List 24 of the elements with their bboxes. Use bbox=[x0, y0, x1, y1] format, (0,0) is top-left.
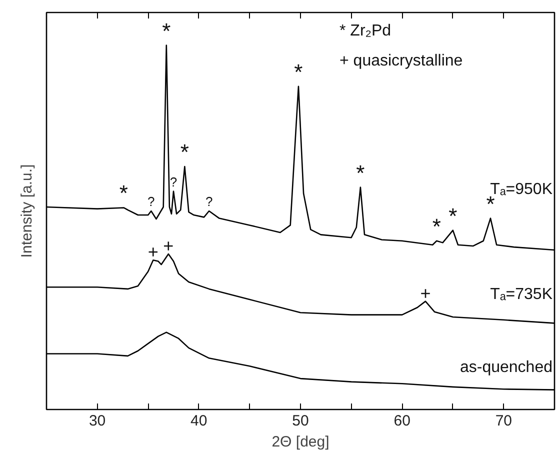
x-tick-label: 60 bbox=[394, 412, 410, 430]
text: * Zr₂Pd bbox=[340, 22, 392, 40]
annotation: + bbox=[163, 236, 174, 256]
annotation: ? bbox=[205, 194, 213, 209]
x-tick-label: 30 bbox=[88, 412, 106, 430]
annotation: + quasicrystalline bbox=[340, 52, 463, 70]
annotation: * bbox=[180, 140, 190, 165]
annotation: + bbox=[420, 283, 431, 304]
annotation: * bbox=[294, 59, 304, 84]
x-tick-label: 40 bbox=[190, 412, 208, 430]
annotation: * bbox=[432, 214, 442, 239]
annotation: * bbox=[448, 203, 458, 228]
y-axis-title: Intensity [a.u.] bbox=[18, 164, 36, 258]
annotation: * bbox=[119, 180, 128, 206]
x-axis-title: 2Θ [deg] bbox=[272, 434, 330, 450]
annotation: + bbox=[148, 242, 158, 262]
x-tick-label: 50 bbox=[292, 412, 309, 430]
annotation: ? bbox=[148, 194, 155, 209]
x-tick-label: 70 bbox=[495, 412, 512, 430]
annotation: ? bbox=[170, 174, 178, 190]
series-label: Tₐ=735K bbox=[490, 286, 553, 304]
annotation: * bbox=[356, 160, 366, 186]
annotation: * bbox=[162, 18, 172, 44]
series-label: as-quenched bbox=[460, 358, 552, 376]
